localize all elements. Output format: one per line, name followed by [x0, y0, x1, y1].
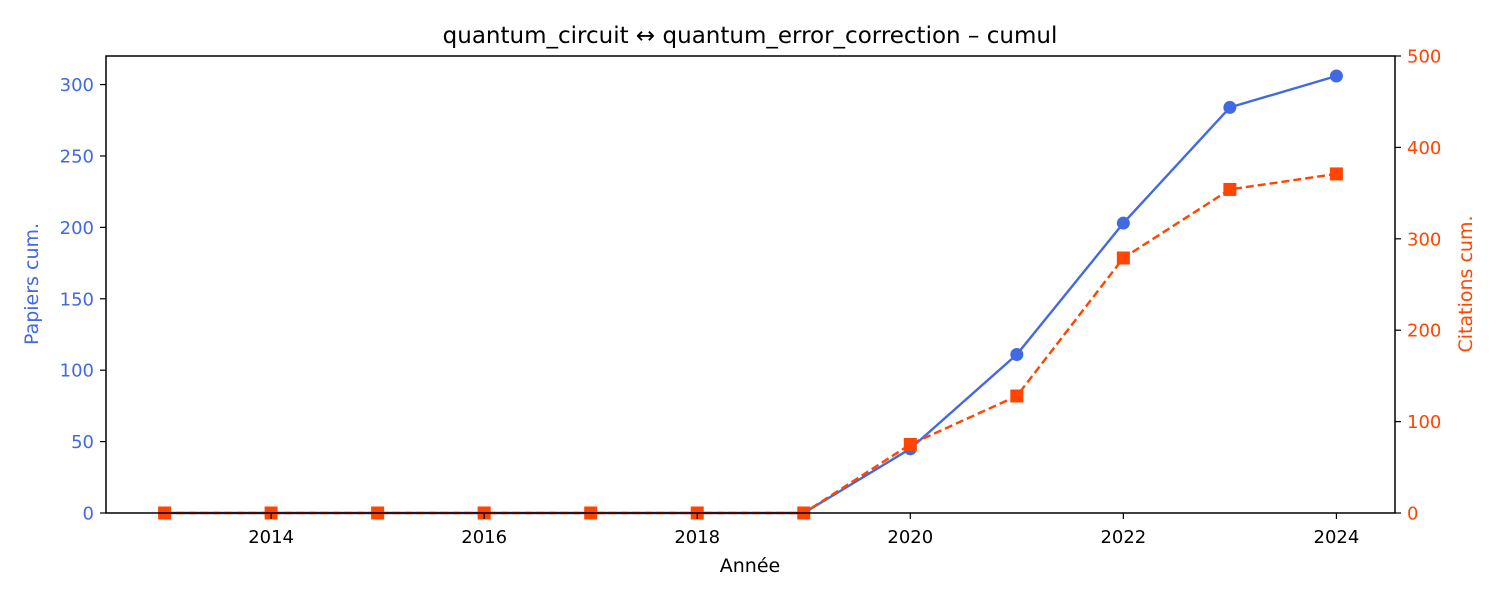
x-tick-label: 2014 [248, 527, 294, 548]
y-left-tick-label: 0 [83, 504, 94, 525]
y-right-tick-label: 0 [1407, 504, 1418, 525]
plot-frame [105, 55, 1396, 514]
data-point-papers [1116, 216, 1130, 230]
data-point-citations [1223, 182, 1237, 196]
data-point-citations [1116, 251, 1130, 265]
y-right-tick-label: 100 [1407, 412, 1441, 433]
chart-title: quantum_circuit ↔ quantum_error_correcti… [443, 23, 1058, 49]
data-point-papers [1010, 347, 1024, 361]
y-right-tick-label: 400 [1407, 138, 1441, 159]
data-point-citations [1329, 167, 1343, 181]
y-axis-left-label: Papiers cum. [21, 223, 43, 345]
data-point-citations [903, 437, 917, 451]
y-left-tick-label: 100 [60, 361, 94, 382]
y-right-tick-label: 200 [1407, 321, 1441, 342]
y-left-tick-label: 150 [60, 289, 94, 310]
data-point-papers [1223, 100, 1237, 114]
x-tick-label: 2018 [674, 527, 720, 548]
x-tick-label: 2020 [887, 527, 933, 548]
data-point-citations [1010, 389, 1024, 403]
y-left-tick-label: 300 [60, 75, 94, 96]
x-axis-label: Année [720, 555, 780, 577]
y-right-tick-label: 500 [1407, 47, 1441, 68]
series-line-citations [164, 172, 1337, 515]
y-left-tick-label: 50 [71, 432, 94, 453]
y-left-tick-label: 200 [60, 218, 94, 239]
y-axis-right-label: Citations cum. [1455, 215, 1477, 352]
y-right-tick-label: 300 [1407, 229, 1441, 250]
y-left-tick-label: 250 [60, 146, 94, 167]
data-point-papers [1329, 69, 1343, 83]
x-tick-label: 2024 [1314, 527, 1360, 548]
series-line-papers [164, 74, 1337, 515]
x-tick-label: 2016 [461, 527, 507, 548]
x-tick-label: 2022 [1100, 527, 1146, 548]
plot-area [158, 69, 1343, 520]
